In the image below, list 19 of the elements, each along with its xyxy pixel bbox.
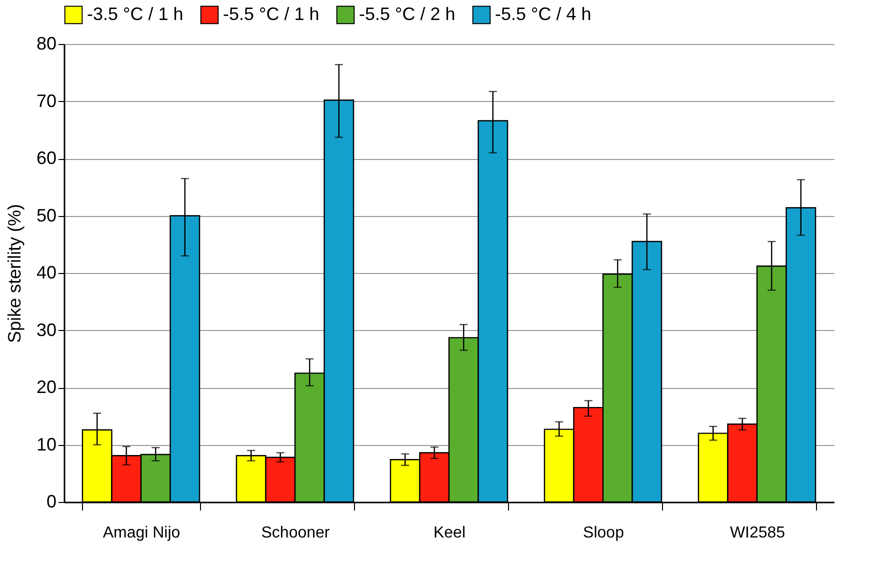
- y-tick-label: 40: [36, 262, 56, 282]
- legend-label: -3.5 °C / 1 h: [87, 4, 184, 24]
- x-tick-label: Keel: [433, 524, 466, 542]
- x-tick-label: Amagi Nijo: [102, 524, 180, 542]
- x-tick-label: WI2585: [730, 524, 786, 542]
- x-tick-label: Schooner: [261, 524, 330, 542]
- y-tick-label: 20: [36, 377, 56, 397]
- y-tick-label: 60: [36, 148, 56, 168]
- y-tick-label: 30: [36, 320, 56, 340]
- y-axis-title: Spike sterility (%): [4, 204, 24, 344]
- x-tick-label: Sloop: [583, 524, 624, 542]
- legend-label: -5.5 °C / 1 h: [223, 4, 320, 24]
- legend-label: -5.5 °C / 2 h: [359, 4, 456, 24]
- legend-label: -5.5 °C / 4 h: [495, 4, 592, 24]
- y-tick-label: 10: [36, 434, 56, 454]
- y-tick-label: 80: [36, 34, 56, 54]
- y-tick-label: 50: [36, 205, 56, 226]
- y-tick-label: 0: [46, 492, 56, 512]
- y-tick-label: 70: [36, 90, 56, 111]
